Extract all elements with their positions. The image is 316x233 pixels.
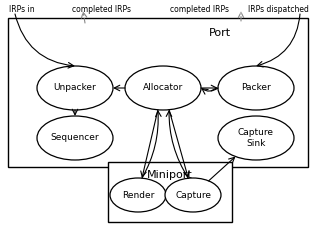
Text: completed IRPs: completed IRPs <box>171 5 229 14</box>
Text: Allocator: Allocator <box>143 83 183 93</box>
Text: Packer: Packer <box>241 83 271 93</box>
Ellipse shape <box>165 178 221 212</box>
Ellipse shape <box>37 116 113 160</box>
Text: Unpacker: Unpacker <box>54 83 96 93</box>
Ellipse shape <box>37 66 113 110</box>
Text: completed IRPs: completed IRPs <box>71 5 131 14</box>
Text: Capture: Capture <box>175 191 211 199</box>
Text: IRPs dispatched: IRPs dispatched <box>247 5 308 14</box>
Text: IRPs in: IRPs in <box>9 5 35 14</box>
Text: Sequencer: Sequencer <box>51 134 99 143</box>
Text: Capture
Sink: Capture Sink <box>238 128 274 148</box>
Text: Miniport: Miniport <box>147 170 193 180</box>
Bar <box>8 18 308 167</box>
Ellipse shape <box>125 66 201 110</box>
Bar <box>108 162 232 222</box>
Text: Render: Render <box>122 191 154 199</box>
Ellipse shape <box>218 66 294 110</box>
Ellipse shape <box>110 178 166 212</box>
Text: Port: Port <box>209 28 231 38</box>
Ellipse shape <box>218 116 294 160</box>
